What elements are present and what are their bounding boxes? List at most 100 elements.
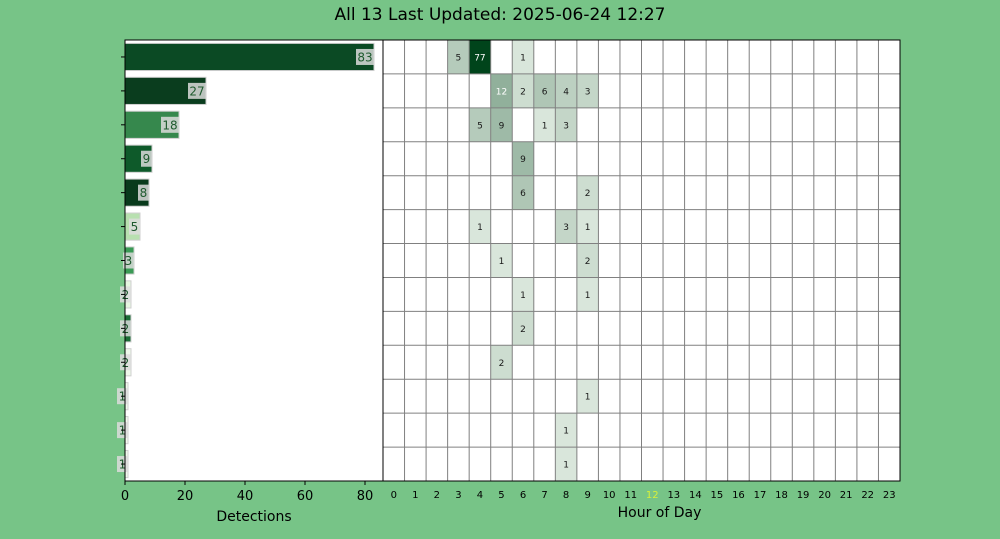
x-tick-label: 40 — [237, 489, 254, 504]
hour-tick-label: 4 — [477, 490, 483, 501]
heatmap-cell — [490, 345, 513, 380]
heatmap-cell-label: 1 — [520, 53, 526, 63]
heatmap-cell — [490, 107, 513, 142]
heatmap-cell-label: 5 — [477, 121, 483, 131]
heatmap-cell-label: 3 — [563, 223, 569, 233]
hour-tick-label: 19 — [797, 490, 810, 501]
bar-value-label: 3 — [125, 254, 133, 268]
hour-tick-label: 8 — [563, 490, 569, 501]
hour-tick-label: 22 — [861, 490, 874, 501]
heatmap-cell-label: 2 — [520, 325, 526, 335]
bar-label-box — [161, 116, 179, 133]
heatmap-cell — [447, 40, 470, 74]
x-tick-label: 60 — [297, 489, 314, 504]
hour-tick-label: 13 — [667, 490, 680, 501]
hour-tick-label: 12 — [646, 490, 659, 501]
x-tick-label: 20 — [177, 489, 194, 504]
heatmap-cell — [512, 175, 534, 210]
heatmap-cell-label: 4 — [563, 87, 569, 97]
hour-tick-label: 11 — [624, 490, 637, 501]
heatmap-cell — [512, 40, 534, 74]
heatmap-cell — [469, 209, 491, 244]
heatmap-cell — [576, 243, 599, 278]
heatmap-cell-label: 6 — [542, 87, 548, 97]
bar-value-label: 9 — [143, 152, 151, 166]
heatmap-cell-label: 1 — [585, 393, 591, 403]
heatmap-cell-label: 2 — [585, 189, 591, 199]
bar-label-box — [123, 252, 134, 269]
heatmap-cell-label: 2 — [585, 257, 591, 267]
bar-label-box — [188, 82, 206, 99]
hour-tick-label: 6 — [520, 490, 526, 501]
heatmap-cell — [533, 107, 556, 142]
heatmap-cell — [490, 73, 513, 108]
heatmap-frame — [382, 39, 901, 482]
hour-tick-label: 14 — [689, 490, 702, 501]
hour-tick-label: 9 — [584, 490, 590, 501]
heatmap-cell-label: 77 — [474, 53, 485, 63]
heatmap-cell-label: 12 — [496, 87, 507, 97]
heatmap-cell — [533, 73, 556, 108]
heatmap-cell-label: 9 — [499, 121, 505, 131]
hour-tick-label: 23 — [883, 490, 896, 501]
hour-tick-label: 16 — [732, 490, 745, 501]
heatmap-cell — [555, 447, 577, 481]
heatmap-cell-label: 6 — [520, 189, 526, 199]
heatmap-x-axis-label: Hour of Day — [618, 505, 702, 521]
bar-panel-background — [125, 40, 383, 481]
heatmap-cell-label: 3 — [585, 87, 591, 97]
hour-tick-label: 10 — [603, 490, 616, 501]
x-tick-label: 0 — [121, 489, 129, 504]
heatmap-cell — [555, 107, 577, 142]
hour-tick-label: 15 — [711, 490, 724, 501]
bar-label-box — [138, 184, 149, 201]
heatmap-cell — [512, 311, 534, 346]
hour-tick-label: 2 — [434, 490, 440, 501]
hour-tick-label: 20 — [818, 490, 831, 501]
heatmap-cell-label: 1 — [477, 223, 483, 233]
heatmap-cell — [512, 277, 534, 312]
hour-tick-label: 7 — [541, 490, 547, 501]
hour-tick-label: 3 — [455, 490, 461, 501]
bar-value-label: 8 — [140, 186, 148, 200]
heatmap-cell — [576, 379, 599, 414]
hour-tick-label: 0 — [391, 490, 397, 501]
heatmap-cell-label: 2 — [520, 87, 526, 97]
bar-label-box — [141, 150, 152, 167]
heatmap-cell-label: 2 — [499, 359, 505, 369]
hour-tick-label: 1 — [412, 490, 418, 501]
bar-value-label: 18 — [162, 118, 177, 132]
heatmap-cell — [576, 209, 599, 244]
heatmap-cell — [576, 175, 599, 210]
heatmap-cell-label: 1 — [499, 257, 505, 267]
hour-tick-label: 21 — [840, 490, 853, 501]
heatmap-cell-label: 1 — [585, 223, 591, 233]
hour-tick-label: 18 — [775, 490, 788, 501]
heatmap-cell — [512, 141, 534, 176]
heatmap-cell — [555, 413, 577, 448]
x-tick-label: 80 — [357, 489, 374, 504]
heatmap-cell-label: 5 — [456, 53, 462, 63]
heatmap-cell-label: 1 — [585, 291, 591, 301]
bar-label-box — [129, 218, 140, 235]
hour-tick-label: 5 — [498, 490, 504, 501]
heatmap-cell-label: 3 — [563, 121, 569, 131]
heatmap-cell — [555, 73, 577, 108]
heatmap-cell — [576, 277, 599, 312]
heatmap-cell — [469, 40, 491, 74]
heatmap-cell — [576, 73, 599, 108]
heatmap-cell-label: 1 — [563, 461, 569, 471]
detection-bar — [124, 42, 375, 72]
bar-value-label: 5 — [131, 220, 139, 234]
heatmap-cell — [512, 73, 534, 108]
heatmap-cell-label: 9 — [520, 155, 526, 165]
bar-value-label: 83 — [357, 50, 372, 64]
chart-title: All 13 Last Updated: 2025-06-24 12:27 — [334, 5, 666, 25]
heatmap-cell — [490, 243, 513, 278]
heatmap-cell-label: 1 — [542, 121, 548, 131]
hour-tick-label: 17 — [754, 490, 767, 501]
heatmap-cell-label: 1 — [520, 291, 526, 301]
bar-value-label: 27 — [189, 84, 204, 98]
heatmap-cell — [555, 209, 577, 244]
